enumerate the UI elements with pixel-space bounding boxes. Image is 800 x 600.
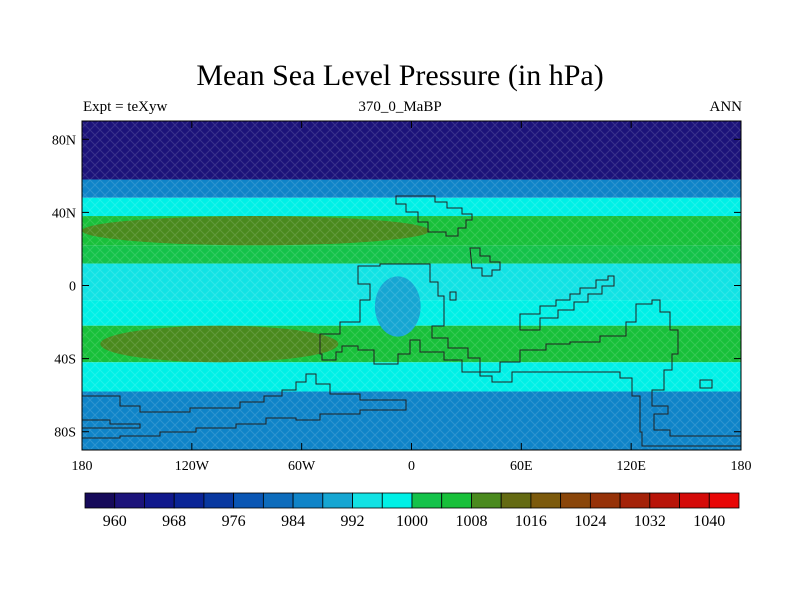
hatch-overlay bbox=[82, 121, 741, 450]
coastline-south-west bbox=[82, 373, 407, 439]
experiment-label: Expt = teXyw bbox=[83, 99, 168, 115]
season-label: ANN bbox=[709, 99, 743, 115]
colorbar-label: 960 bbox=[103, 513, 127, 530]
period-label: 370_0_MaBP bbox=[358, 99, 442, 115]
colorbar-swatch bbox=[560, 492, 591, 509]
coastline-south-strip bbox=[82, 419, 141, 429]
colorbar-swatch bbox=[173, 492, 205, 509]
coastline-southeast-island bbox=[699, 379, 713, 389]
x-tick-label: 60E bbox=[510, 459, 533, 474]
y-tick-label: 80S bbox=[54, 426, 76, 441]
x-tick-label: 0 bbox=[408, 459, 415, 474]
colorbar-swatch bbox=[381, 492, 413, 509]
colorbar-swatch bbox=[679, 492, 710, 509]
y-tick-label: 40N bbox=[52, 206, 76, 221]
colorbar-swatch bbox=[589, 492, 621, 509]
colorbar-label: 1008 bbox=[455, 513, 487, 530]
x-tick-label: 60W bbox=[288, 459, 316, 474]
colorbar-swatch bbox=[411, 492, 443, 509]
colorbar-swatch bbox=[471, 492, 502, 509]
colorbar-swatch bbox=[262, 492, 294, 509]
colorbar-swatch bbox=[322, 492, 353, 509]
colorbar-swatch bbox=[649, 492, 680, 509]
y-tick-label: 80N bbox=[52, 133, 76, 148]
colorbar-swatch bbox=[619, 492, 651, 509]
colorbar-label: 1040 bbox=[693, 513, 725, 530]
colorbar: 960 968 976 984 992 1000 1008 1016 1024 1032 1040 bbox=[84, 492, 740, 530]
x-axis: 180 120W 60W 0 60E 120E 180 bbox=[72, 121, 752, 474]
coastline-east-arc bbox=[519, 275, 615, 331]
coastline-central-continent bbox=[319, 263, 741, 447]
x-tick-label: 180 bbox=[731, 459, 752, 474]
colorbar-swatch bbox=[292, 492, 324, 509]
colorbar-swatch bbox=[352, 492, 383, 509]
y-tick-label: 0 bbox=[69, 280, 76, 295]
colorbar-swatch bbox=[233, 492, 264, 509]
colorbar-swatch bbox=[114, 492, 145, 509]
y-axis: 80N 40N 0 40S 80S bbox=[52, 133, 741, 441]
colorbar-swatch bbox=[708, 492, 740, 509]
coastline-island-north bbox=[469, 247, 501, 277]
x-tick-label: 120E bbox=[616, 459, 646, 474]
colorbar-label: 976 bbox=[222, 513, 246, 530]
coastlines bbox=[82, 195, 741, 447]
colorbar-swatch bbox=[441, 492, 472, 509]
x-tick-label: 120W bbox=[175, 459, 210, 474]
colorbar-swatch bbox=[84, 492, 116, 509]
colorbar-swatch bbox=[500, 492, 532, 509]
colorbar-label: 1032 bbox=[634, 513, 666, 530]
colorbar-label: 968 bbox=[162, 513, 186, 530]
colorbar-label: 992 bbox=[341, 513, 365, 530]
x-tick-label: 180 bbox=[72, 459, 93, 474]
colorbar-swatch bbox=[203, 492, 235, 509]
coastline-island-small bbox=[449, 291, 457, 301]
chart-title: Mean Sea Level Pressure (in hPa) bbox=[196, 59, 604, 92]
colorbar-swatch bbox=[144, 492, 175, 509]
colorbar-swatch bbox=[530, 492, 562, 509]
coastline-north-continent bbox=[395, 195, 473, 237]
y-tick-label: 40S bbox=[54, 353, 76, 368]
colorbar-label: 1000 bbox=[396, 513, 428, 530]
colorbar-label: 984 bbox=[281, 513, 305, 530]
colorbar-label: 1024 bbox=[574, 513, 606, 530]
colorbar-label: 1016 bbox=[515, 513, 547, 530]
